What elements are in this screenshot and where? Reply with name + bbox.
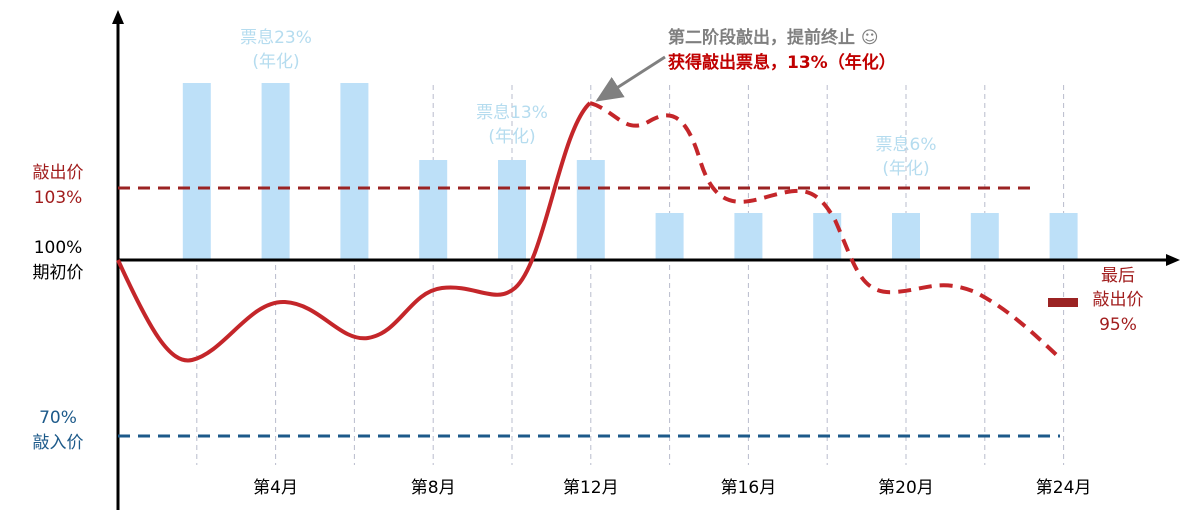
month-labels: 第4月 第8月 第12月 第16月 第20月 第24月 <box>253 478 1091 498</box>
level-name: 最后 <box>1101 266 1135 286</box>
level-name: 敲出价 <box>33 163 84 183</box>
month-label: 第12月 <box>563 478 619 498</box>
level-name: 期初价 <box>33 263 84 283</box>
level-value: 70% <box>39 408 77 428</box>
coupon-bar <box>340 83 369 260</box>
coupon-bar <box>1049 213 1078 260</box>
coupon-bar <box>261 83 290 260</box>
level-value: 103% <box>34 188 83 208</box>
price-path <box>116 101 592 363</box>
coupon-note: (年化) <box>252 52 299 72</box>
coupon-bar <box>182 83 211 260</box>
coupon-bar <box>734 213 763 260</box>
level-value: 95% <box>1099 315 1137 335</box>
coupon-note: (年化) <box>488 127 535 147</box>
annotation-line: 获得敲出票息，13%（年化） <box>668 52 896 73</box>
coupon-rate: 票息23% <box>240 28 312 48</box>
annotation-arrow <box>595 55 666 102</box>
coupon-rate: 票息6% <box>876 135 937 155</box>
level-name: 敲出价 <box>1093 290 1144 310</box>
y-axis-arrow <box>112 10 124 24</box>
x-axis-arrow <box>1166 254 1180 266</box>
coupon-bar <box>576 160 605 260</box>
coupon-bar <box>655 213 684 260</box>
coupon-bars <box>182 83 1078 260</box>
coupon-note: (年化) <box>882 159 929 179</box>
coupon-bar <box>892 213 920 260</box>
month-label: 第8月 <box>411 478 456 498</box>
coupon-rate: 票息13% <box>476 103 548 123</box>
level-value: 100% <box>34 238 83 258</box>
annotation-line: 第二阶段敲出，提前终止 ☺ <box>668 27 879 48</box>
month-label: 第20月 <box>878 478 934 498</box>
coupon-bar <box>970 213 999 260</box>
coupon-bar <box>419 160 448 260</box>
month-label: 第16月 <box>721 478 777 498</box>
coupon-bar <box>498 160 526 260</box>
price-path-projected <box>589 101 1064 362</box>
final-knock-out-marker <box>1048 298 1078 307</box>
level-name: 敲入价 <box>33 433 84 453</box>
month-label: 第4月 <box>253 478 298 498</box>
month-label: 第24月 <box>1036 478 1092 498</box>
